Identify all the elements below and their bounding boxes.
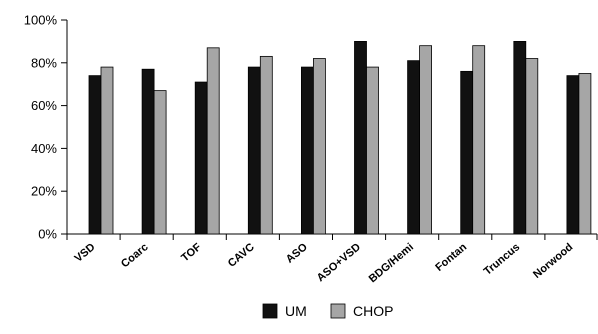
legend-label-chop: CHOP (353, 303, 393, 319)
bar-um-vsd (88, 75, 102, 235)
x-tick-label: Norwood (531, 241, 575, 281)
y-tick-label: 20% (31, 184, 57, 199)
bar-chop-aso (312, 58, 326, 235)
legend-swatch-chop (330, 303, 346, 319)
bar-chop-fontan (472, 45, 486, 235)
x-tick-label: VSD (72, 241, 97, 265)
legend-swatch-um (262, 303, 278, 319)
bar-chop-truncus (525, 58, 539, 235)
bar-um-cavc (247, 66, 261, 235)
bar-chop-vsd (100, 66, 114, 235)
bar-chop-aso-vsd (366, 66, 379, 235)
bar-chop-bdg-hemi (419, 45, 433, 235)
y-axis: 0% 20% 40% 60% 80% 100% (24, 13, 68, 242)
bars-group (88, 41, 592, 235)
bar-um-truncus (513, 41, 527, 235)
bar-chop-cavc (259, 55, 273, 235)
x-tick-label: ASO (284, 241, 310, 266)
y-tick-label: 100% (24, 13, 58, 28)
y-tick-label: 60% (31, 98, 57, 113)
y-tick-label: 40% (31, 141, 57, 156)
x-tick-label: TOF (179, 241, 204, 264)
bar-chop-coarc (153, 90, 167, 235)
x-tick-label: BDG/Hemi (367, 241, 416, 285)
x-tick-label: CAVC (226, 241, 257, 270)
bar-um-tof (194, 81, 208, 235)
bar-chop-tof (206, 47, 220, 235)
x-tick-label: Truncus (482, 241, 522, 278)
bar-um-coarc (141, 68, 155, 235)
bar-um-aso (300, 66, 314, 235)
y-tick-label: 80% (31, 55, 57, 70)
y-tick-label: 0% (38, 227, 57, 242)
x-axis: VSD Coarc TOF CAVC ASO ASO+VSD BDG/Hemi Fontan T… (66, 233, 598, 285)
bar-um-aso-vsd (354, 41, 367, 235)
bar-um-fontan (460, 70, 474, 235)
bar-um-norwood (566, 75, 580, 235)
legend: UM CHOP (262, 303, 393, 319)
x-tick-label: Coarc (119, 241, 151, 270)
legend-label-um: UM (285, 303, 307, 319)
bar-chop-norwood (578, 73, 592, 235)
x-tick-label: Fontan (433, 241, 469, 274)
bar-um-bdg-hemi (407, 60, 421, 235)
x-tick-label: ASO+VSD (315, 241, 363, 284)
